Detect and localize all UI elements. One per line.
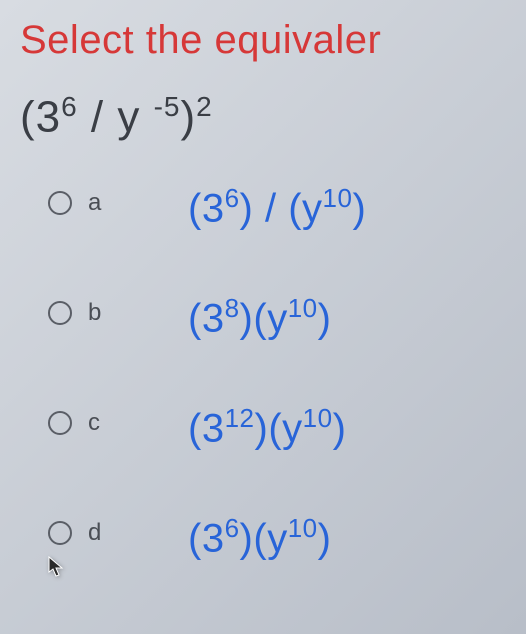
expr-part: (3 [188, 186, 225, 230]
question-expression: (36 / y -5)2 [20, 91, 526, 143]
expr-part: (3 [188, 406, 225, 450]
question-title: Select the equivaler [20, 18, 526, 63]
expr-sup: -5 [154, 91, 181, 122]
expr-sup: 10 [323, 183, 353, 213]
expr-sup: 12 [225, 403, 255, 433]
option-letter: d [88, 519, 101, 547]
option-row-a[interactable]: a (36) / (y10) [48, 181, 526, 273]
expr-part: ) [318, 516, 332, 560]
expr-sup: 6 [225, 183, 240, 213]
expr-sup: 6 [225, 513, 240, 543]
options-list: a (36) / (y10) b (38)(y10) c (312)(y10) … [20, 181, 526, 603]
expr-sup: 10 [303, 403, 333, 433]
radio-wrap: d [48, 511, 188, 547]
option-row-c[interactable]: c (312)(y10) [48, 401, 526, 493]
option-letter: b [88, 299, 101, 327]
option-expression: (38)(y10) [188, 291, 331, 341]
expr-sup: 2 [196, 91, 213, 122]
expr-part: )(y [240, 516, 288, 560]
radio-wrap: c [48, 401, 188, 437]
expr-part: ) [352, 186, 366, 230]
expr-part: )(y [240, 296, 288, 340]
expr-sup: 10 [288, 513, 318, 543]
expr-part: )(y [255, 406, 303, 450]
option-expression: (36)(y10) [188, 511, 331, 561]
expr-sup: 8 [225, 293, 240, 323]
expr-sup: 10 [288, 293, 318, 323]
option-letter: a [88, 189, 101, 217]
radio-wrap: a [48, 181, 188, 217]
radio-wrap: b [48, 291, 188, 327]
expr-part: / y [78, 93, 154, 142]
option-row-d[interactable]: d (36)(y10) [48, 511, 526, 603]
expr-part: ) / (y [240, 186, 323, 230]
radio-button[interactable] [48, 191, 72, 215]
option-letter: c [88, 409, 100, 437]
radio-button[interactable] [48, 521, 72, 545]
expr-part: (3 [188, 516, 225, 560]
expr-part: (3 [188, 296, 225, 340]
expr-part: ) [333, 406, 347, 450]
expr-sup: 6 [61, 91, 78, 122]
expr-part: ) [181, 93, 197, 142]
option-expression: (312)(y10) [188, 401, 346, 451]
radio-button[interactable] [48, 301, 72, 325]
option-row-b[interactable]: b (38)(y10) [48, 291, 526, 383]
expr-part: ) [318, 296, 332, 340]
radio-button[interactable] [48, 411, 72, 435]
expr-part: (3 [20, 93, 61, 142]
option-expression: (36) / (y10) [188, 181, 366, 231]
